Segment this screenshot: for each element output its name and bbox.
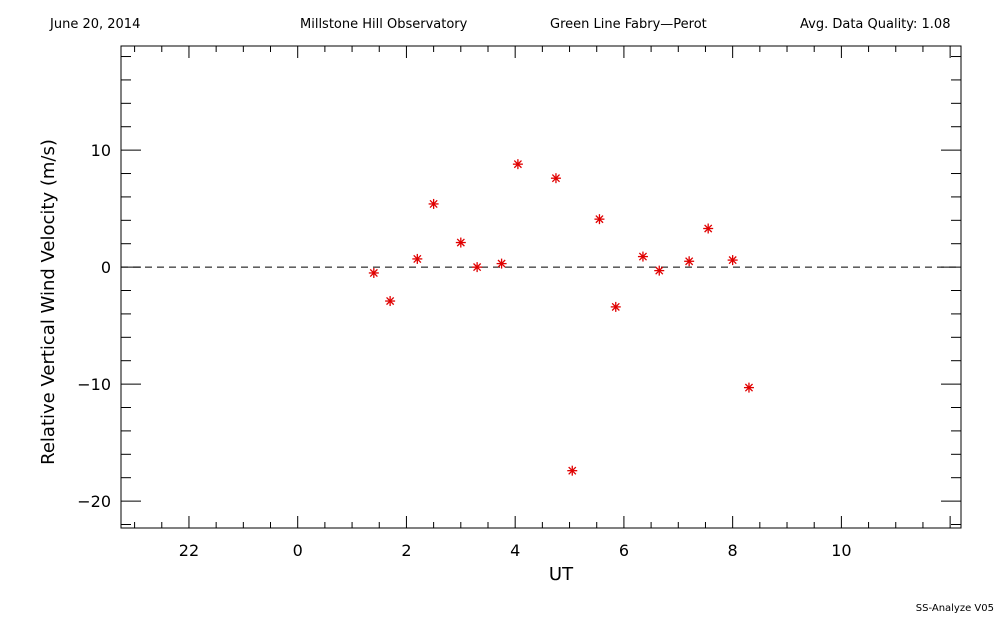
data-point (496, 258, 507, 269)
data-point (703, 223, 714, 234)
x-tick-label: 2 (401, 541, 411, 560)
data-point (550, 173, 561, 184)
data-point (743, 382, 754, 393)
data-point (727, 255, 738, 266)
y-tick-label: 0 (101, 258, 111, 277)
x-tick-label: 0 (293, 541, 303, 560)
y-tick-label: 10 (91, 141, 111, 160)
data-point (637, 251, 648, 262)
data-point (412, 253, 423, 264)
data-point (455, 237, 466, 248)
software-version-label: SS-Analyze V05 (915, 603, 994, 614)
x-tick-label: 8 (728, 541, 738, 560)
x-tick-label: 10 (831, 541, 851, 560)
x-tick-label: 22 (179, 541, 199, 560)
data-point (567, 465, 578, 476)
observatory-label: Millstone Hill Observatory (300, 17, 468, 32)
x-tick-label: 4 (510, 541, 520, 560)
x-tick-label: 6 (619, 541, 629, 560)
data-point (594, 214, 605, 225)
instrument-label: Green Line Fabry—Perot (550, 17, 707, 32)
plot-frame (120, 45, 962, 529)
data-point (428, 198, 439, 209)
data-point (472, 262, 483, 273)
data-point (512, 159, 523, 170)
y-tick-label: −20 (77, 492, 111, 511)
data-point (385, 296, 396, 307)
data-quality-label: Avg. Data Quality: 1.08 (800, 17, 951, 32)
data-point (654, 265, 665, 276)
y-tick-label: −10 (77, 375, 111, 394)
data-point (684, 256, 695, 267)
x-axis-title: UT (549, 564, 574, 585)
data-point (368, 267, 379, 278)
date-label: June 20, 2014 (50, 17, 141, 32)
y-axis-title: Relative Vertical Wind Velocity (m/s) (38, 139, 59, 465)
data-point (610, 301, 621, 312)
